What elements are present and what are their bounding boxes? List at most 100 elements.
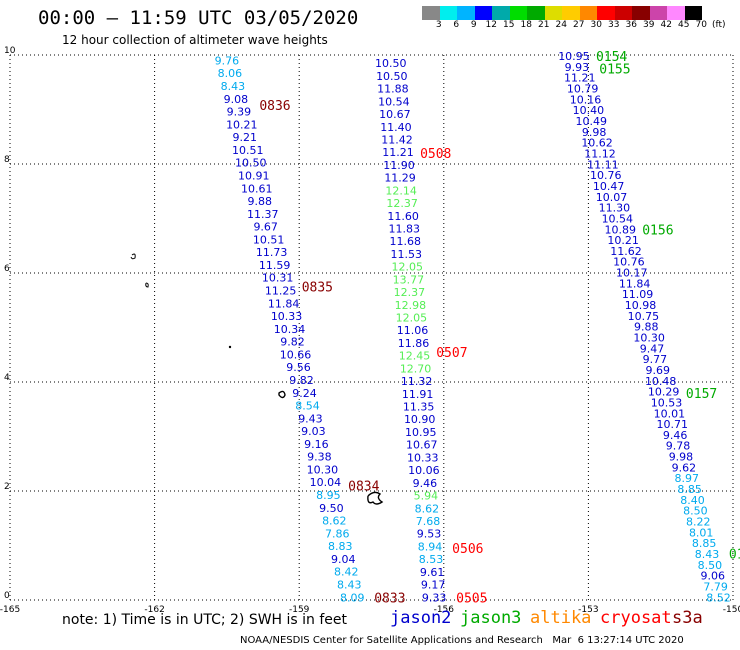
- wave-height-value: 11.84: [619, 277, 651, 290]
- wave-height-value: 10.21: [226, 118, 258, 131]
- legend-swatch: [544, 6, 562, 20]
- wave-height-value: 10.76: [613, 256, 645, 269]
- wave-height-value: 9.43: [298, 412, 323, 425]
- wave-height-value: 7.79: [703, 580, 728, 593]
- wave-height-value: 9.98: [582, 126, 607, 139]
- wave-height-value: 11.30: [599, 202, 631, 215]
- map-title: 00:00 – 11:59 UTC 03/05/2020: [38, 7, 359, 29]
- wave-height-value: 8.40: [680, 494, 705, 507]
- wave-height-value: 10.30: [633, 332, 665, 345]
- wave-height-value: 8.54: [295, 400, 320, 413]
- legend-swatch: [632, 6, 650, 20]
- island-shape: [228, 345, 232, 349]
- wave-height-value: 11.84: [268, 297, 300, 310]
- wave-height-value: 12.05: [392, 261, 424, 274]
- color-scale-legend: [422, 6, 702, 20]
- wave-height-value: 8.97: [674, 472, 699, 485]
- wave-height-value: 10.16: [570, 93, 602, 106]
- wave-height-value: 7.68: [416, 515, 441, 528]
- wave-height-value: 9.39: [227, 106, 252, 119]
- wave-height-value: 10.51: [253, 233, 285, 246]
- wave-height-value: 10.31: [262, 272, 294, 285]
- wave-height-value: 10.95: [558, 50, 590, 63]
- wave-height-value: 10.01: [654, 407, 686, 420]
- wave-height-value: 9.08: [224, 93, 249, 106]
- y-tick-label: 0: [4, 591, 10, 601]
- wave-height-value: 10.50: [376, 70, 408, 83]
- legend-label: 12: [485, 20, 497, 30]
- wave-height-value: 12.37: [394, 286, 426, 299]
- legend-swatch: [614, 6, 632, 20]
- legend-swatch: [492, 6, 510, 20]
- x-tick-label: -156: [434, 605, 455, 615]
- pass-time-label: 0835: [302, 281, 333, 296]
- wave-height-value: 10.47: [593, 180, 625, 193]
- wave-height-value: 10.33: [407, 451, 439, 464]
- wave-height-value: 9.88: [247, 195, 272, 208]
- wave-height-value: 11.21: [382, 146, 414, 159]
- wave-height-value: 11.90: [383, 159, 415, 172]
- wave-height-value: 9.98: [669, 451, 694, 464]
- wave-height-value: 9.03: [301, 425, 326, 438]
- island-shape: [367, 491, 384, 505]
- pass-time-label: 0834: [348, 480, 379, 495]
- wave-height-value: 9.78: [666, 440, 691, 453]
- legend-label: 6: [453, 20, 460, 30]
- legend-swatch: [579, 6, 597, 20]
- wave-height-value: 9.38: [307, 451, 332, 464]
- wave-height-value: 10.75: [628, 310, 660, 323]
- wave-height-value: 11.62: [610, 245, 642, 258]
- wave-height-value: 11.59: [259, 259, 291, 272]
- wave-height-value: 10.51: [232, 144, 264, 157]
- legend-label: 70: [695, 20, 707, 30]
- wave-height-value: 8.43: [337, 578, 362, 591]
- x-tick-label: -165: [0, 605, 20, 615]
- wave-height-value: 9.62: [672, 461, 697, 474]
- wave-height-value: 11.86: [398, 337, 430, 350]
- wave-height-value: 12.98: [395, 299, 427, 312]
- x-tick-label: -150: [723, 605, 740, 615]
- wave-height-value: 11.25: [265, 285, 297, 298]
- wave-height-value: 8.52: [706, 591, 731, 604]
- legend-label: 30: [590, 20, 602, 30]
- wave-height-value: 5.94: [414, 490, 439, 503]
- wave-height-value: 11.40: [380, 121, 412, 134]
- legend-label: 18: [520, 20, 532, 30]
- island-shape: [145, 282, 149, 288]
- wave-height-value: 9.76: [215, 54, 240, 67]
- wave-height-value: 11.32: [401, 375, 433, 388]
- wave-height-value: 9.67: [253, 221, 278, 234]
- wave-height-value: 11.29: [384, 172, 416, 185]
- wave-height-value: 11.06: [397, 324, 429, 337]
- wave-height-value: 11.73: [256, 246, 288, 259]
- wave-height-value: 9.93: [565, 61, 590, 74]
- legend-label: 24: [555, 20, 567, 30]
- sat-label-jason3: jason3: [460, 608, 522, 628]
- legend-label: 3: [435, 20, 442, 30]
- wave-height-value: 10.40: [573, 104, 605, 117]
- wave-height-value: 9.61: [420, 566, 445, 579]
- wave-height-value: 10.54: [378, 95, 410, 108]
- legend-label: 45: [678, 20, 690, 30]
- wave-height-value: 10.34: [274, 323, 306, 336]
- wave-height-value: 11.60: [387, 210, 419, 223]
- wave-height-value: 9.53: [417, 528, 442, 541]
- wave-height-value: 8.85: [692, 537, 717, 550]
- wave-height-value: 9.06: [701, 570, 726, 583]
- wave-height-value: 9.82: [289, 374, 314, 387]
- wave-height-value: 10.90: [404, 413, 436, 426]
- wave-height-value: 8.62: [415, 502, 440, 515]
- wave-height-value: 9.47: [640, 342, 665, 355]
- x-tick-label: -162: [144, 605, 164, 615]
- wave-height-value: 11.83: [388, 222, 420, 235]
- wave-height-value: 10.54: [602, 212, 634, 225]
- wave-height-value: 13.77: [393, 273, 425, 286]
- wave-height-value: 10.21: [607, 234, 639, 247]
- wave-height-value: 10.62: [581, 137, 613, 150]
- legend-swatch: [667, 6, 685, 20]
- y-tick-label: 8: [4, 155, 10, 165]
- pass-time-label: 0508: [420, 147, 451, 162]
- wave-height-value: 9.17: [421, 579, 446, 592]
- wave-height-value: 8.62: [322, 515, 347, 528]
- wave-height-value: 9.46: [663, 429, 688, 442]
